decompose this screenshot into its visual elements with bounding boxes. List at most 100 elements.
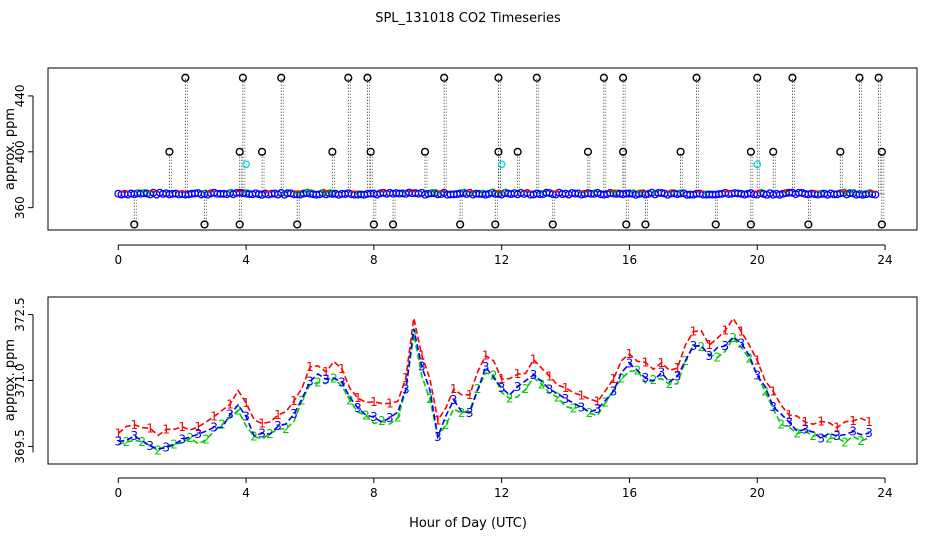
series-1-marker: 1 [849, 414, 857, 428]
chart-title: SPL_131018 CO2 Timeseries [375, 11, 561, 26]
series-3-marker: 3 [194, 427, 202, 441]
high-spike-marker [494, 73, 503, 82]
baseline-point [678, 189, 685, 196]
series-3-marker: 3 [306, 375, 314, 389]
series-3-marker: 3 [833, 429, 841, 443]
top-x-tick-label: 20 [750, 253, 765, 267]
series-3-marker: 3 [610, 384, 618, 398]
series-1-marker: 1 [370, 395, 378, 409]
cyan-marker [497, 160, 506, 169]
cyan-marker [753, 160, 762, 169]
series-1-marker: 1 [562, 381, 570, 395]
series-3-marker: 3 [370, 410, 378, 424]
series-2-marker: 2 [793, 427, 801, 441]
series-1-marker: 1 [402, 371, 410, 385]
series-2-marker: 2 [202, 433, 210, 447]
series-3-marker: 3 [562, 392, 570, 406]
series-1-marker: 1 [769, 384, 777, 398]
series-1-marker: 1 [274, 408, 282, 422]
low-spike-marker [641, 220, 650, 229]
mid-spike-marker [676, 147, 685, 156]
series-3-marker: 3 [514, 380, 522, 394]
mid-spike-marker [257, 147, 267, 156]
mid-spike-marker [494, 147, 503, 156]
high-spike-marker [855, 73, 864, 82]
top-x-tick-label: 0 [114, 253, 122, 267]
series-1-marker: 1 [338, 362, 346, 376]
series-3-marker: 3 [322, 372, 330, 386]
series-1-marker: 1 [258, 417, 266, 431]
top-data-marks [114, 73, 886, 229]
cyan-marker [242, 160, 250, 169]
series-1-marker: 1 [610, 372, 618, 386]
bottom-x-tick-label: 8 [370, 486, 378, 500]
series-1-marker: 1 [178, 420, 186, 434]
series-2-marker: 2 [729, 331, 737, 345]
series-3-marker: 3 [290, 407, 298, 421]
series-1-marker: 1 [658, 356, 666, 370]
series-1-marker: 1 [642, 355, 650, 369]
series-3-marker: 3 [226, 408, 234, 422]
series-3-marker: 3 [242, 410, 250, 424]
series-2-marker: 2 [761, 385, 769, 399]
top-panel: approx. ppm 0 4 8 12 16 20 24 360 400 440 [3, 67, 918, 267]
top-plot-frame [47, 67, 918, 231]
high-spike-marker [363, 73, 372, 82]
series-1-marker: 1 [817, 415, 825, 429]
series-1-marker: 1 [785, 408, 793, 422]
high-spike-marker [599, 73, 609, 82]
series-2-marker: 2 [314, 376, 322, 390]
series-2-marker: 2 [490, 368, 498, 382]
series-1-marker: 1 [466, 388, 474, 402]
series-3-marker: 3 [705, 349, 713, 363]
series-3-marker: 3 [498, 381, 506, 395]
mid-spike-marker [328, 147, 337, 156]
bottom-y-tick-label: 371.0 [13, 363, 27, 397]
series-2-marker: 2 [825, 431, 833, 445]
low-spike-marker [200, 220, 209, 229]
series-3-marker: 3 [338, 375, 346, 389]
series-1-marker: 1 [210, 410, 218, 424]
low-spike-marker [711, 220, 720, 229]
series-1-marker: 1 [130, 418, 138, 432]
series-1-marker: 1 [801, 415, 809, 429]
series-3-marker: 3 [466, 406, 474, 420]
mid-spike-marker [836, 147, 845, 156]
series-1-marker: 1 [530, 353, 538, 367]
mid-spike-marker [618, 147, 628, 156]
series-2-marker: 2 [713, 351, 721, 365]
series-1-marker: 1 [865, 415, 873, 429]
top-x-tick-label: 4 [242, 253, 250, 267]
series-3-marker: 3 [114, 434, 122, 448]
series-2-marker: 2 [777, 418, 785, 432]
series-1-marker: 1 [690, 325, 698, 339]
series-1-marker: 1 [450, 382, 458, 396]
series-1-line [117, 317, 870, 437]
bottom-y-tick-label: 369.5 [13, 429, 27, 463]
series-2-marker: 2 [362, 408, 370, 422]
mid-spike-marker [513, 147, 522, 156]
series-3-marker: 3 [737, 336, 745, 350]
series-3-marker: 3 [690, 339, 698, 353]
series-3-marker: 3 [418, 360, 426, 374]
series-3-marker: 3 [258, 426, 266, 440]
series-2-marker: 2 [586, 406, 594, 420]
series-2-marker: 2 [538, 377, 546, 391]
high-spike-marker [277, 73, 286, 82]
series-1-marker: 1 [242, 396, 250, 410]
series-3-marker: 3 [785, 415, 793, 429]
series-2-marker: 2 [394, 411, 402, 425]
series-2-marker: 2 [745, 352, 753, 366]
series-3-marker: 3 [674, 369, 682, 383]
series-1-marker: 1 [498, 372, 506, 386]
series-3-marker: 3 [626, 357, 634, 371]
top-axes: 0 4 8 12 16 20 24 360 400 440 [13, 84, 893, 267]
series-1-marker: 1 [354, 391, 362, 405]
mid-spike-marker [366, 147, 375, 156]
series-1-marker: 1 [322, 365, 330, 379]
series-1-marker: 1 [546, 369, 554, 383]
series-1-marker: 1 [514, 367, 522, 381]
bottom-y-axis-label: approx. ppm [3, 339, 18, 421]
